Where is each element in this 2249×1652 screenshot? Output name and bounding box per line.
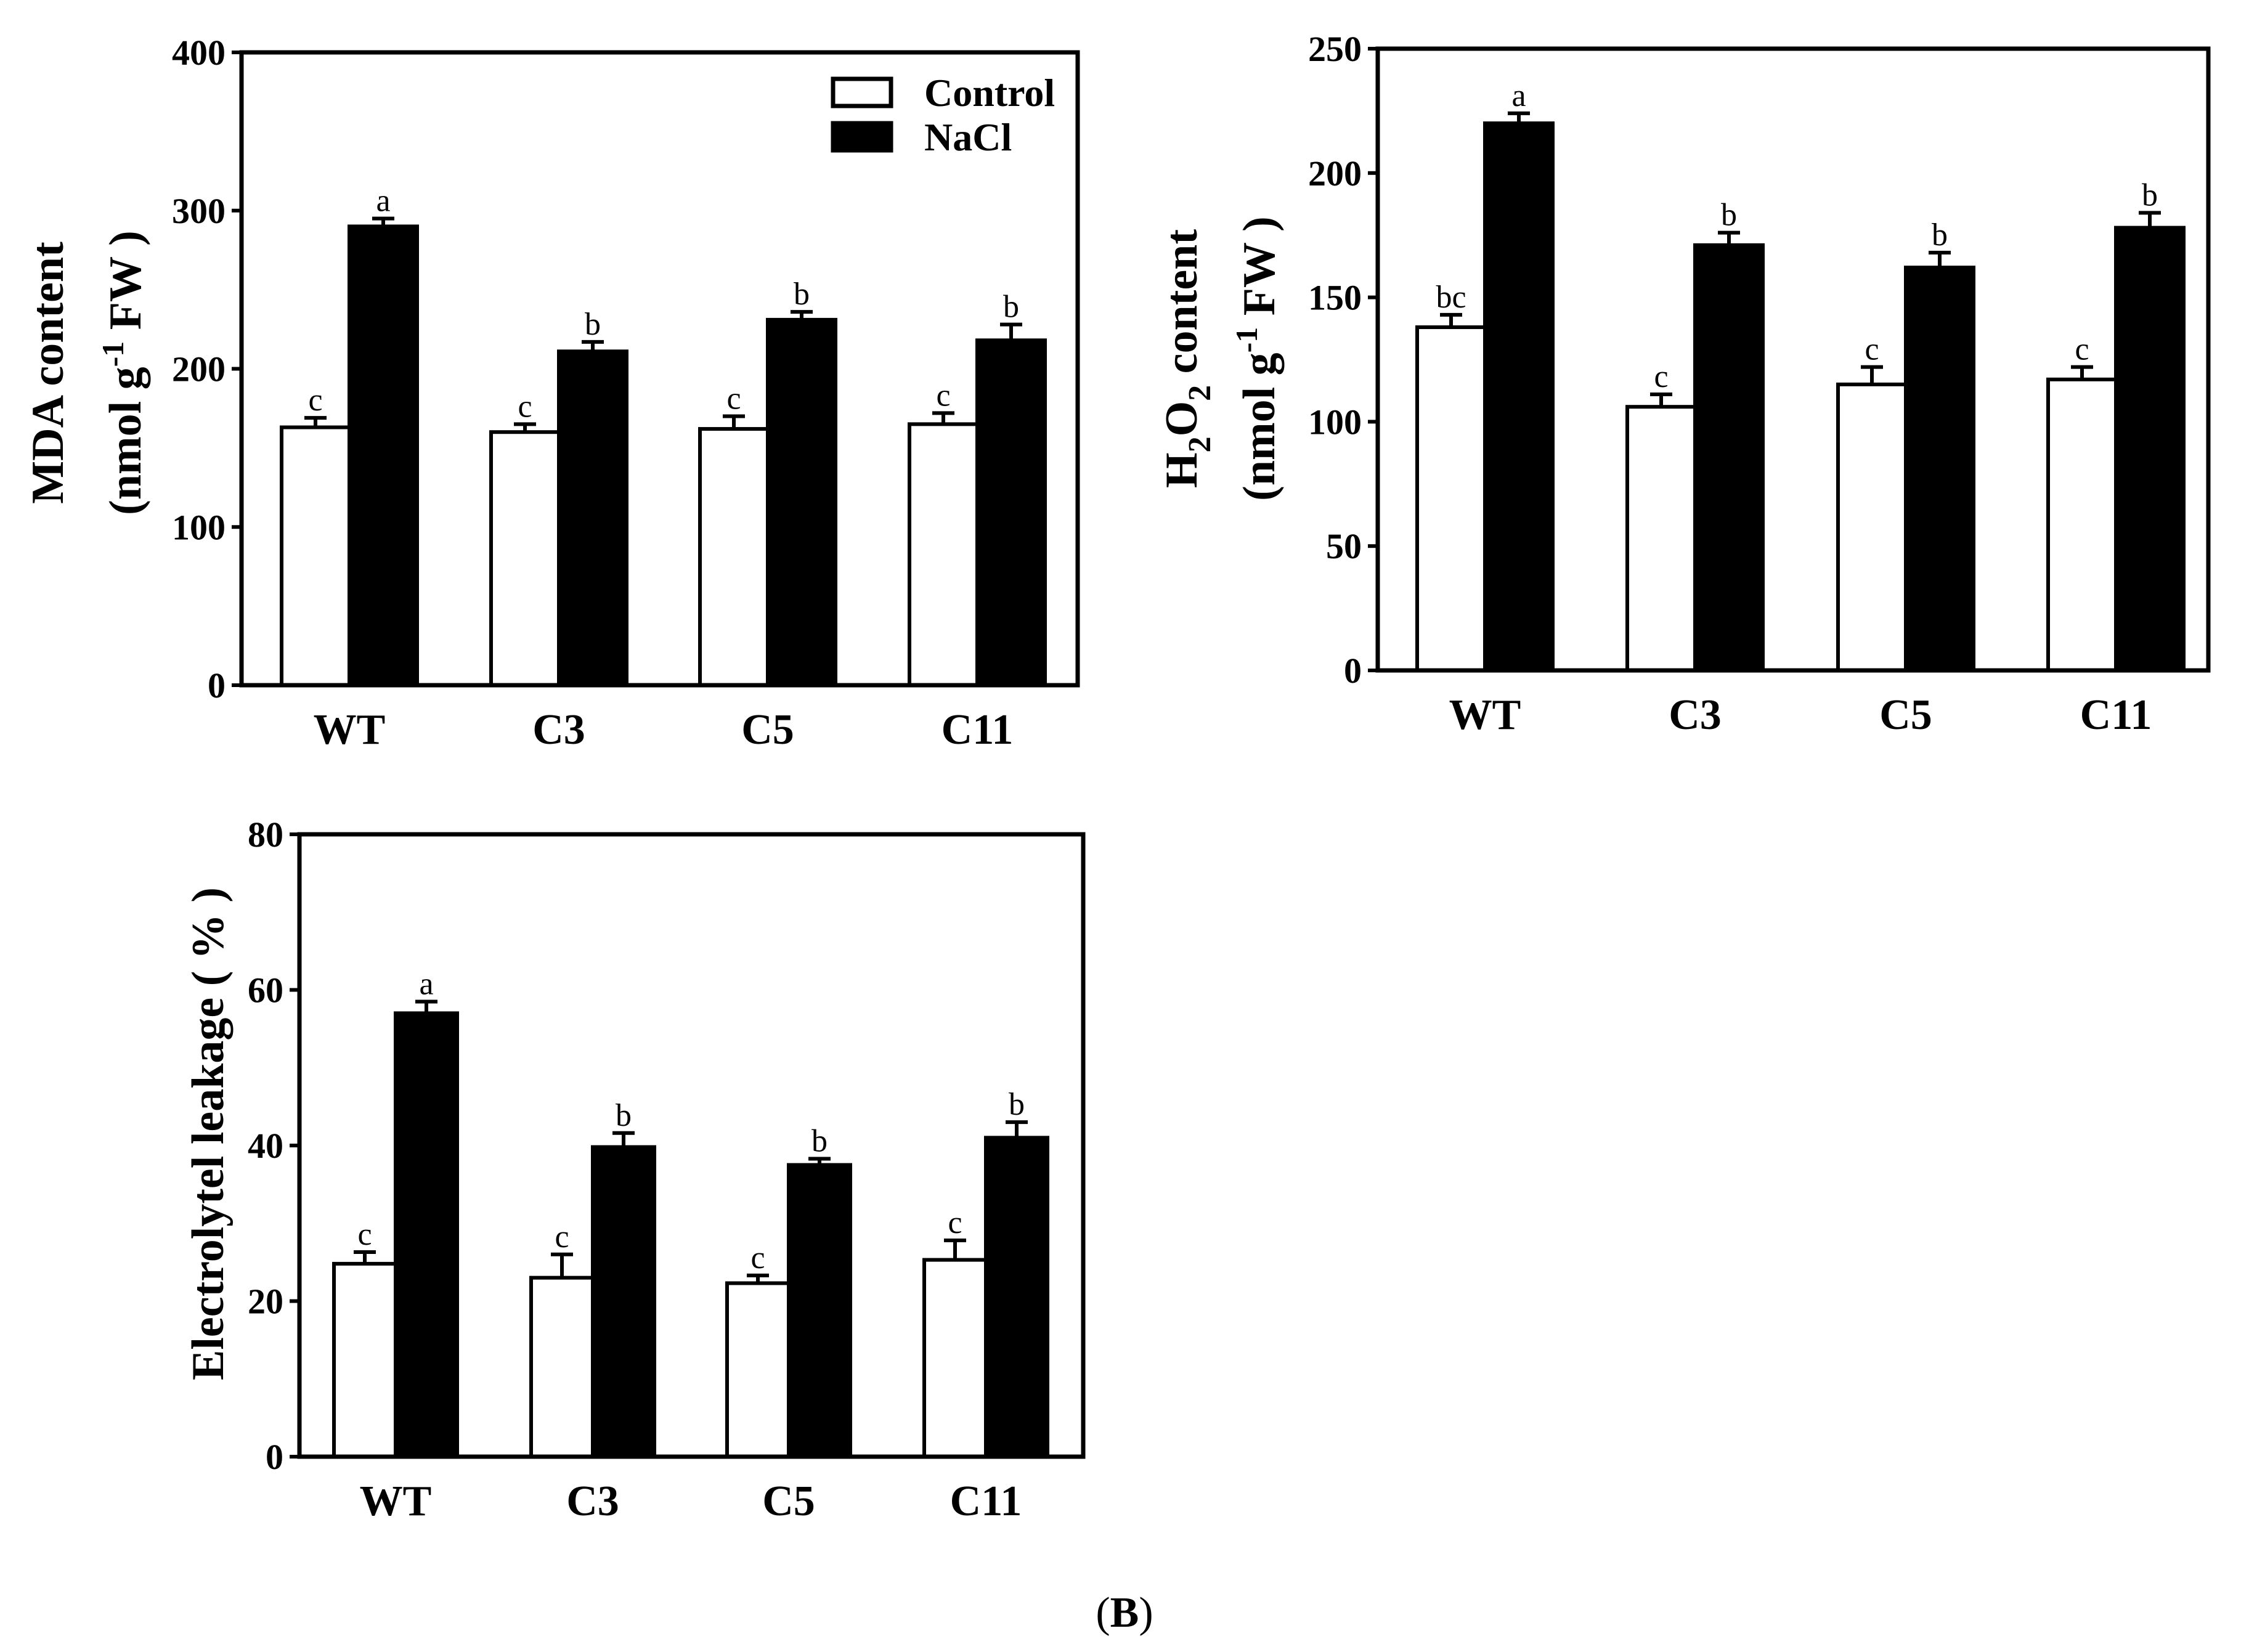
h2o2-category-label: WT xyxy=(1449,691,1521,739)
el-ytick-label: 80 xyxy=(248,815,283,855)
mda-significance-letter: a xyxy=(376,184,390,219)
el-ytick-label: 20 xyxy=(248,1282,283,1322)
el-significance-letter: c xyxy=(750,1240,765,1276)
el-bar-nacl xyxy=(984,1136,1049,1459)
mda-significance-letter: c xyxy=(518,389,532,424)
el-significance-letter: c xyxy=(555,1219,569,1255)
mda-bar-nacl xyxy=(766,317,837,687)
mda-bar-control xyxy=(908,422,979,687)
mda-bar-nacl xyxy=(557,349,628,687)
legend-control-label: Control xyxy=(924,71,1055,115)
legend-nacl-label: NaCl xyxy=(924,115,1012,159)
legend-nacl-swatch xyxy=(831,121,893,153)
el-significance-letter: c xyxy=(948,1205,962,1240)
h2o2-category-label: C11 xyxy=(2080,691,2152,739)
el-significance-letter: a xyxy=(419,966,433,1001)
h2o2-ylabel-line1: H2O2 content xyxy=(1157,229,1218,488)
mda-plot-frame xyxy=(239,50,1080,688)
mda-category-label: C5 xyxy=(741,706,794,754)
h2o2-bar-control xyxy=(1625,405,1697,673)
el-category-label: C5 xyxy=(762,1478,815,1525)
h2o2-bar-control xyxy=(1836,382,1908,672)
mda-bar-control xyxy=(698,427,770,687)
mda-significance-letter: c xyxy=(726,381,741,417)
h2o2-bar-nacl xyxy=(1904,266,1975,672)
h2o2-plot: 0 50 100 150 200 250 bc a WT c b C3 c b C5 c b C11 xyxy=(1308,29,2211,739)
mda-significance-letter: b xyxy=(794,277,810,312)
el-bar-control xyxy=(922,1258,988,1459)
h2o2-bar-nacl xyxy=(1483,121,1555,672)
el-category-label: C11 xyxy=(950,1478,1022,1525)
mda-ytick-label: 200 xyxy=(172,349,226,389)
el-bar-nacl xyxy=(591,1145,656,1459)
el-ytick-label: 40 xyxy=(248,1126,283,1166)
el-ytick-label: 0 xyxy=(266,1437,283,1477)
el-significance-letter: b xyxy=(1009,1087,1025,1122)
h2o2-bar-nacl xyxy=(1693,243,1765,672)
legend-control-swatch xyxy=(831,76,893,108)
h2o2-ytick-label: 50 xyxy=(1326,526,1362,566)
mda-ylabel-line2: (nmol g-1 FW ) xyxy=(96,230,151,515)
el-significance-letter: b xyxy=(616,1098,632,1133)
el-bar-nacl xyxy=(394,1011,459,1459)
el-category-label: WT xyxy=(360,1478,432,1525)
mda-ytick-label: 300 xyxy=(172,191,226,231)
h2o2-significance-letter: a xyxy=(1511,78,1526,113)
el-significance-letter: c xyxy=(357,1217,372,1252)
el-ylabel: Electrolytel leakage ( % ) xyxy=(183,887,234,1380)
el-bar-control xyxy=(529,1276,595,1459)
h2o2-significance-letter: c xyxy=(1865,332,1879,367)
el-ytick-label: 60 xyxy=(248,970,283,1011)
h2o2-significance-letter: b xyxy=(1721,198,1737,233)
h2o2-bar-control xyxy=(1415,325,1487,672)
mda-bar-nacl xyxy=(975,338,1047,687)
h2o2-bar-control xyxy=(2046,377,2118,673)
h2o2-ytick-label: 0 xyxy=(1344,651,1362,691)
h2o2-chart: H2O2 content (nmol g-1 FW ) 0 50 100 150 200… xyxy=(1157,29,2211,739)
h2o2-significance-letter: c xyxy=(2075,332,2089,367)
h2o2-significance-letter: b xyxy=(2142,177,2158,213)
el-bar-control xyxy=(725,1281,791,1459)
mda-plot: 0 100 200 300 400 c a WT c b C3 c b C5 c b C11 xyxy=(172,33,1080,754)
figure-caption: (B) xyxy=(1096,1589,1153,1637)
mda-ytick-label: 0 xyxy=(208,665,226,706)
h2o2-significance-letter: b xyxy=(1932,218,1948,253)
el-bar-control xyxy=(332,1261,397,1459)
h2o2-bar-nacl xyxy=(2114,226,2186,673)
el-significance-letter: b xyxy=(811,1123,828,1158)
h2o2-ytick-label: 200 xyxy=(1308,153,1362,193)
mda-ytick-label: 400 xyxy=(172,33,226,73)
el-plot: 0 20 40 60 80 c a WT c b C3 c b C5 c b C11 xyxy=(248,815,1086,1525)
h2o2-plot-frame xyxy=(1375,46,2211,673)
h2o2-ytick-label: 100 xyxy=(1308,402,1362,442)
mda-bar-control xyxy=(280,425,351,687)
mda-category-label: WT xyxy=(314,706,386,754)
el-category-label: C3 xyxy=(566,1478,619,1525)
mda-ytick-label: 100 xyxy=(172,507,226,547)
el-chart: Electrolytel leakage ( % ) 0 20 40 60 80 c a WT… xyxy=(183,815,1086,1525)
h2o2-ylabel-line2: (nmol g-1 FW ) xyxy=(1229,216,1285,501)
h2o2-significance-letter: c xyxy=(1654,359,1668,394)
legend: Control NaCl xyxy=(831,71,1055,159)
mda-significance-letter: b xyxy=(1003,290,1019,325)
mda-bar-control xyxy=(489,430,561,687)
mda-significance-letter: b xyxy=(585,307,601,342)
el-plot-frame xyxy=(297,832,1086,1459)
el-bar-nacl xyxy=(787,1163,852,1459)
mda-category-label: C3 xyxy=(532,706,585,754)
mda-significance-letter: c xyxy=(936,378,950,413)
h2o2-significance-letter: bc xyxy=(1436,280,1466,315)
h2o2-ytick-label: 250 xyxy=(1308,29,1362,69)
h2o2-ytick-label: 150 xyxy=(1308,278,1362,318)
mda-ylabel-line1: MDA content xyxy=(23,242,73,504)
mda-chart: MDA content (nmol g-1 FW ) 0 100 200 300 400… xyxy=(23,33,1080,754)
mda-category-label: C11 xyxy=(941,706,1014,754)
h2o2-category-label: C5 xyxy=(1879,691,1932,739)
h2o2-category-label: C3 xyxy=(1669,691,1722,739)
mda-bar-nacl xyxy=(348,224,419,687)
mda-significance-letter: c xyxy=(308,383,322,418)
